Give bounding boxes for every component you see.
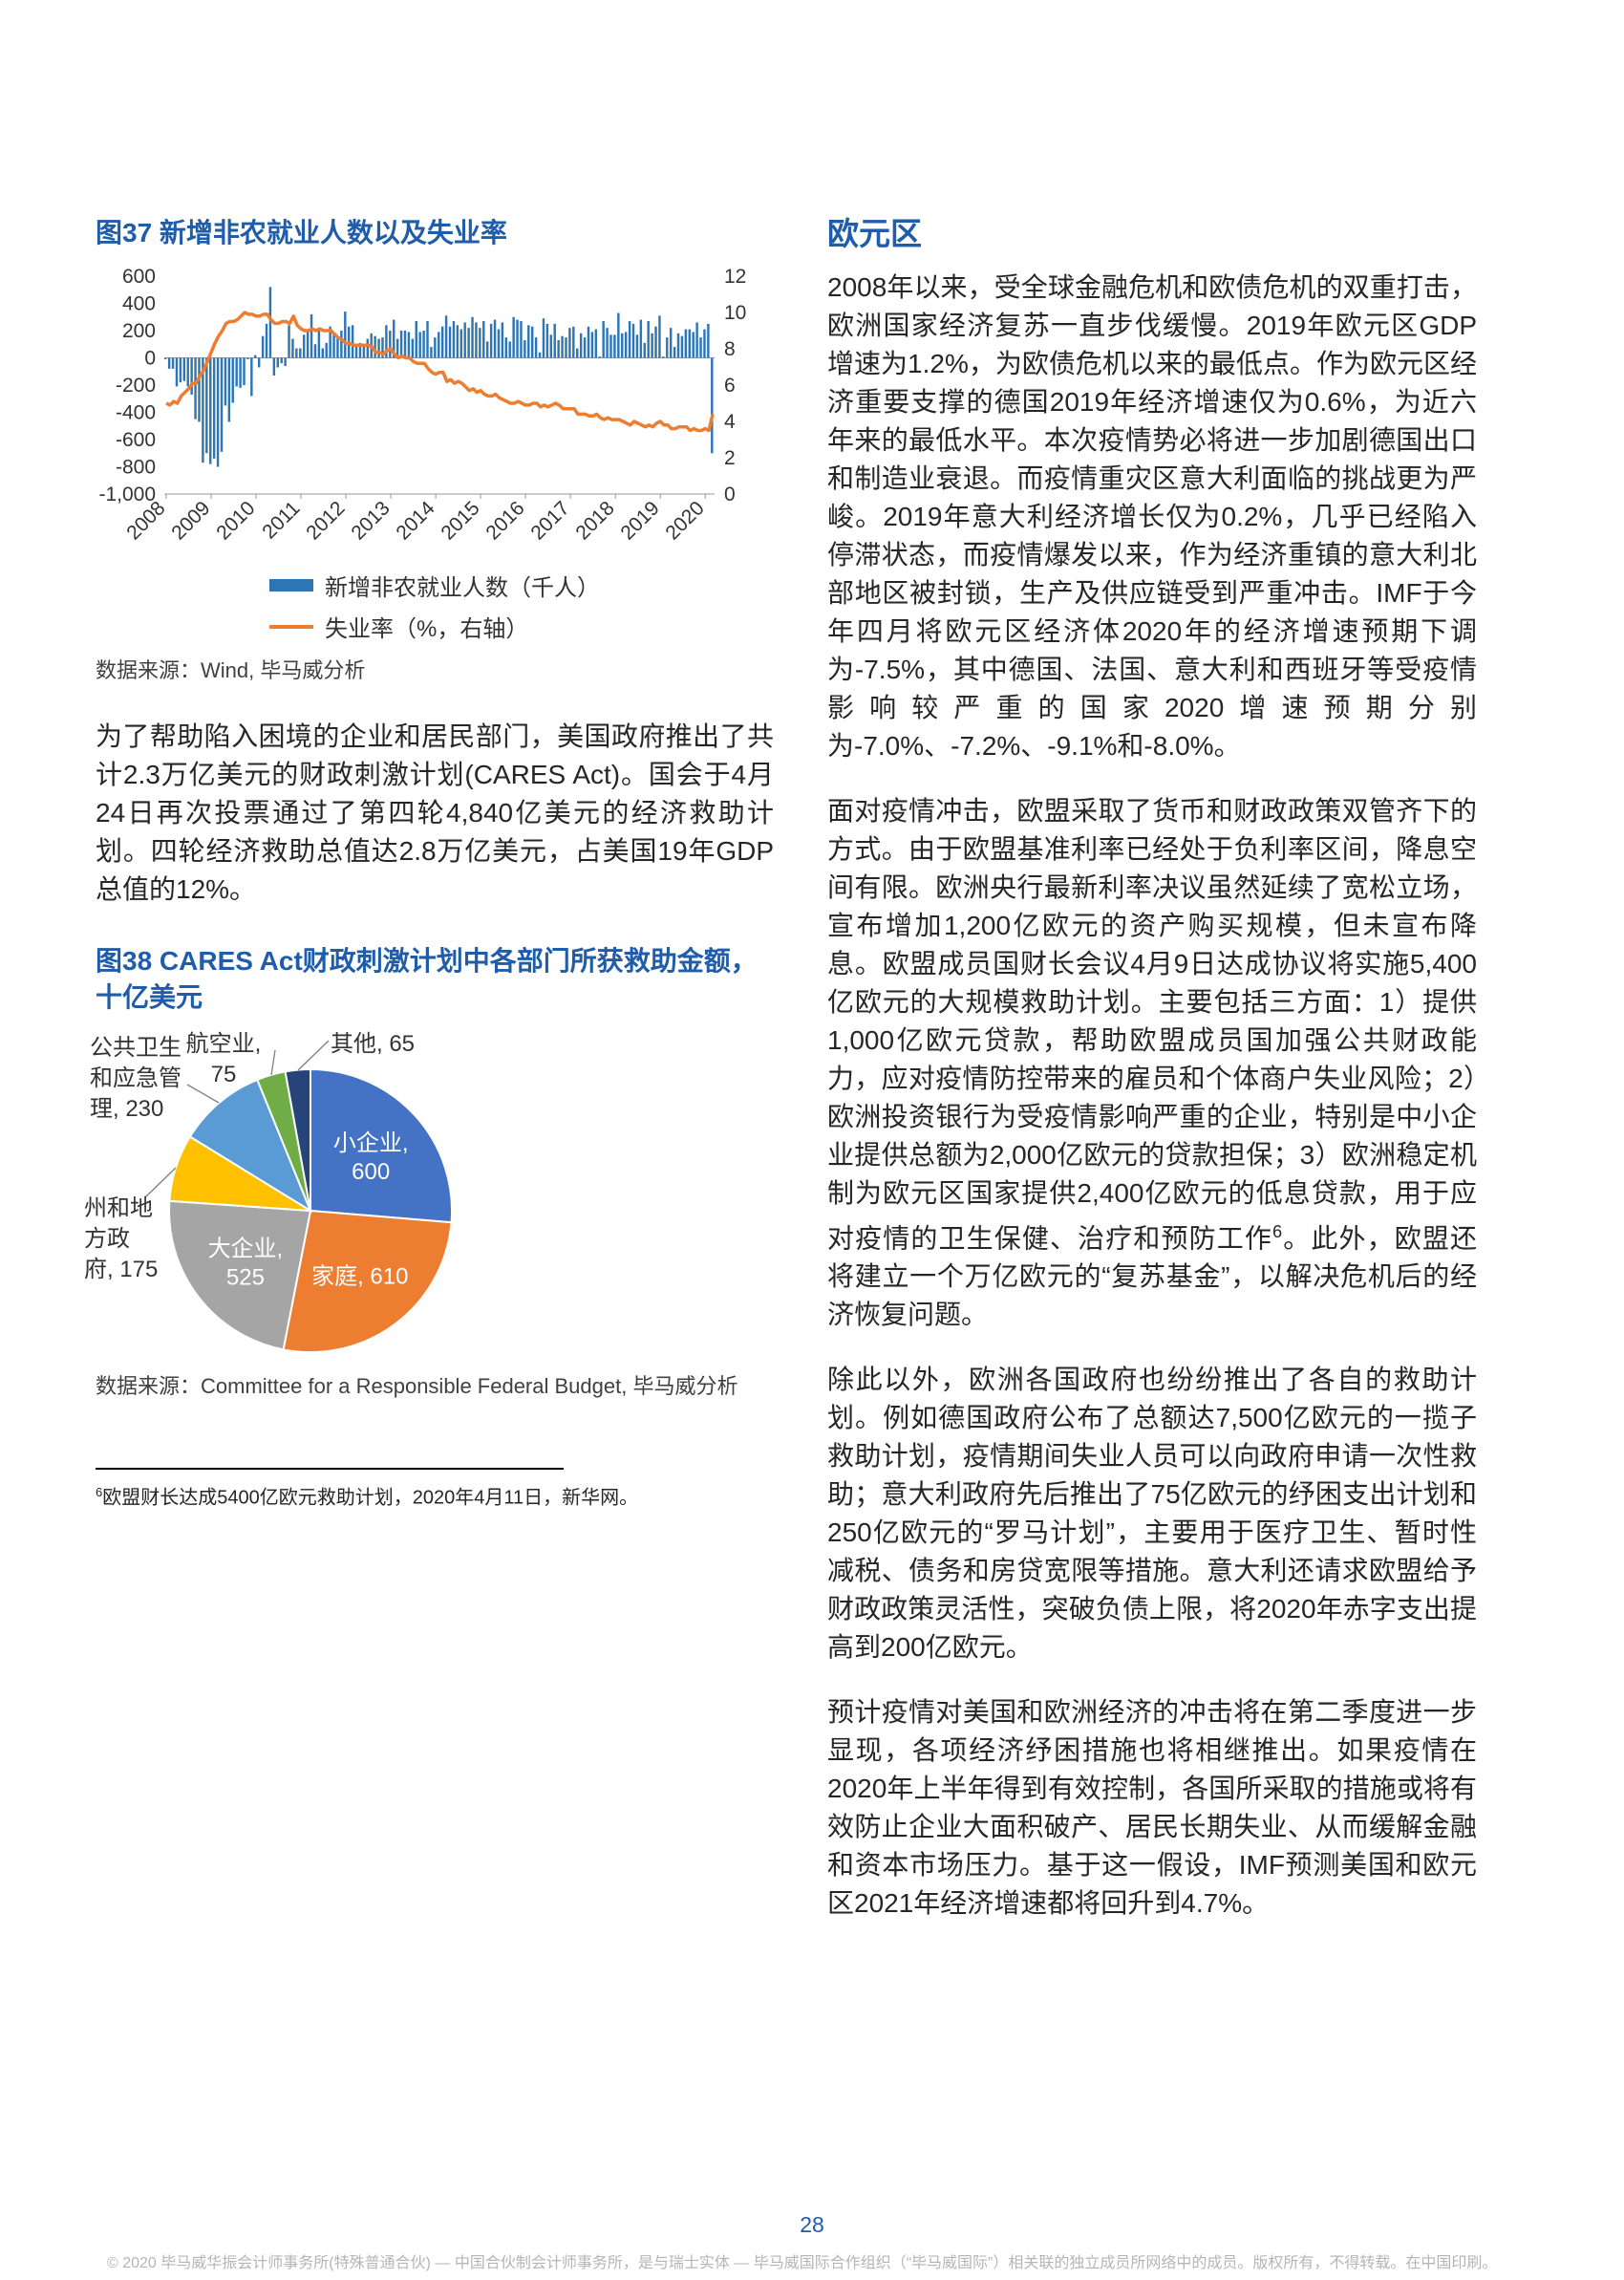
svg-text:12: 12 bbox=[724, 266, 746, 288]
eurozone-heading: 欧元区 bbox=[827, 216, 922, 251]
svg-text:家庭, 610: 家庭, 610 bbox=[311, 1264, 408, 1290]
svg-text:600: 600 bbox=[352, 1159, 390, 1185]
svg-text:2014: 2014 bbox=[392, 497, 439, 545]
line-series-swatch bbox=[269, 624, 313, 629]
pie-chart-svg: 小企业, 600 家庭, 610 大企业, 525 bbox=[144, 1040, 453, 1354]
right-column: 欧元区 2008年以来，受全球金融危机和欧债危机的双重打击，欧洲国家经济复苏一直… bbox=[827, 215, 1477, 1949]
right-paragraph-1: 2008年以来，受全球金融危机和欧债危机的双重打击，欧洲国家经济复苏一直步伐缓慢… bbox=[827, 272, 1477, 761]
right-paragraph-2-text: 面对疫情冲击，欧盟采取了货币和财政政策双管齐下的方式。由于欧盟基准利率已经处于负… bbox=[827, 796, 1477, 1254]
svg-text:0: 0 bbox=[724, 484, 736, 505]
left-paragraph: 为了帮助陷入困境的企业和居民部门，美国政府推出了共计2.3万亿美元的财政刺激计划… bbox=[96, 721, 774, 904]
legend-item-unemployment: 失业率（%，右轴） bbox=[269, 610, 600, 643]
footnote: 6欧盟财长达成5400亿欧元救助计划，2020年4月11日，新华网。 bbox=[96, 1468, 774, 1512]
svg-text:-1,000: -1,000 bbox=[98, 484, 156, 505]
svg-text:小企业,: 小企业, bbox=[333, 1130, 409, 1156]
page-content: 图37 新增非农就业人数以及失业率 600 400 200 0 -200 -400 -600… bbox=[84, 215, 1477, 1949]
svg-text:2016: 2016 bbox=[481, 497, 528, 544]
svg-text:2012: 2012 bbox=[302, 497, 349, 544]
svg-text:-200: -200 bbox=[116, 375, 156, 397]
figure37-source: 数据来源：Wind, 毕马威分析 bbox=[96, 658, 366, 682]
svg-text:2011: 2011 bbox=[258, 497, 304, 543]
legend-item-payrolls: 新增非农就业人数（千人） bbox=[269, 569, 600, 602]
svg-text:2009: 2009 bbox=[167, 497, 214, 544]
svg-text:2015: 2015 bbox=[437, 497, 483, 544]
svg-text:0: 0 bbox=[144, 348, 156, 370]
page-number: 28 bbox=[800, 2212, 824, 2237]
right-paragraph-4: 预计疫情对美国和欧洲经济的冲击将在第二季度进一步显现，各项经济纾困措施也将相继推… bbox=[827, 1697, 1477, 1919]
pie-chart-figure38: 小企业, 600 家庭, 610 大企业, 525 公共卫生和应急管理, 230 航空业… bbox=[84, 1029, 764, 1359]
footnote-marker: 6 bbox=[96, 1485, 103, 1499]
svg-text:2013: 2013 bbox=[347, 497, 394, 544]
figure37-title: 图37 新增非农就业人数以及失业率 bbox=[96, 218, 507, 247]
figure38-title: 图38 CARES Act财政刺激计划中各部门所获救助金额，十亿美元 bbox=[96, 946, 758, 1012]
svg-text:-600: -600 bbox=[116, 429, 156, 451]
svg-text:2: 2 bbox=[724, 447, 736, 469]
right-paragraph-2: 面对疫情冲击，欧盟采取了货币和财政政策双管齐下的方式。由于欧盟基准利率已经处于负… bbox=[827, 792, 1477, 1334]
legend-label-payrolls: 新增非农就业人数（千人） bbox=[325, 575, 600, 601]
svg-text:2019: 2019 bbox=[616, 497, 663, 544]
svg-text:400: 400 bbox=[122, 293, 156, 315]
figure37-legend: 新增非农就业人数（千人） 失业率（%，右轴） bbox=[269, 569, 600, 643]
pie-label-state-local: 州和地方政府, 175 bbox=[84, 1195, 159, 1282]
footer-copyright: © 2020 毕马威华振会计师事务所(特殊普通合伙) — 中国合伙制会计师事务所… bbox=[107, 2255, 1498, 2271]
bar-series-swatch bbox=[269, 579, 313, 592]
pie-label-airlines: 航空业, 75 bbox=[185, 1031, 262, 1087]
svg-text:2017: 2017 bbox=[526, 497, 573, 544]
svg-text:10: 10 bbox=[724, 302, 746, 324]
svg-text:8: 8 bbox=[724, 338, 736, 360]
svg-text:200: 200 bbox=[122, 320, 156, 342]
svg-text:2018: 2018 bbox=[571, 497, 618, 544]
bar-line-chart-figure37: 600 400 200 0 -200 -400 -600 -800 -1,000 12 10 8 6 4 2… bbox=[98, 266, 746, 545]
legend-label-unemployment: 失业率（%，右轴） bbox=[325, 616, 529, 642]
svg-text:2010: 2010 bbox=[212, 497, 259, 544]
footnote-ref-6: 6 bbox=[1271, 1222, 1283, 1241]
right-paragraph-3: 除此以外，欧洲各国政府也纷纷推出了各自的救助计划。例如德国政府公布了总额达7,5… bbox=[827, 1365, 1477, 1663]
svg-text:600: 600 bbox=[122, 266, 156, 288]
svg-text:大企业,: 大企业, bbox=[208, 1236, 284, 1261]
svg-text:525: 525 bbox=[226, 1264, 265, 1290]
figure38-source: 数据来源：Committee for a Responsible Federal… bbox=[96, 1374, 738, 1398]
pie-label-other: 其他, 65 bbox=[331, 1031, 416, 1057]
svg-text:-400: -400 bbox=[116, 402, 156, 424]
svg-text:-800: -800 bbox=[116, 457, 156, 479]
left-column: 图37 新增非农就业人数以及失业率 600 400 200 0 -200 -400 -600… bbox=[84, 215, 774, 1949]
right-paragraph-2-tail: 。此外，欧盟还将建立一个万亿欧元的“复苏基金”，以解决危机后的经济恢复问题。 bbox=[827, 1223, 1477, 1330]
pie-label-public-health: 公共卫生和应急管理, 230 bbox=[90, 1035, 182, 1122]
svg-text:6: 6 bbox=[724, 375, 736, 397]
footnote-text: 欧盟财长达成5400亿欧元救助计划，2020年4月11日，新华网。 bbox=[102, 1487, 639, 1509]
footnote-divider bbox=[96, 1468, 564, 1470]
svg-text:4: 4 bbox=[724, 411, 736, 433]
svg-text:2020: 2020 bbox=[661, 497, 708, 544]
